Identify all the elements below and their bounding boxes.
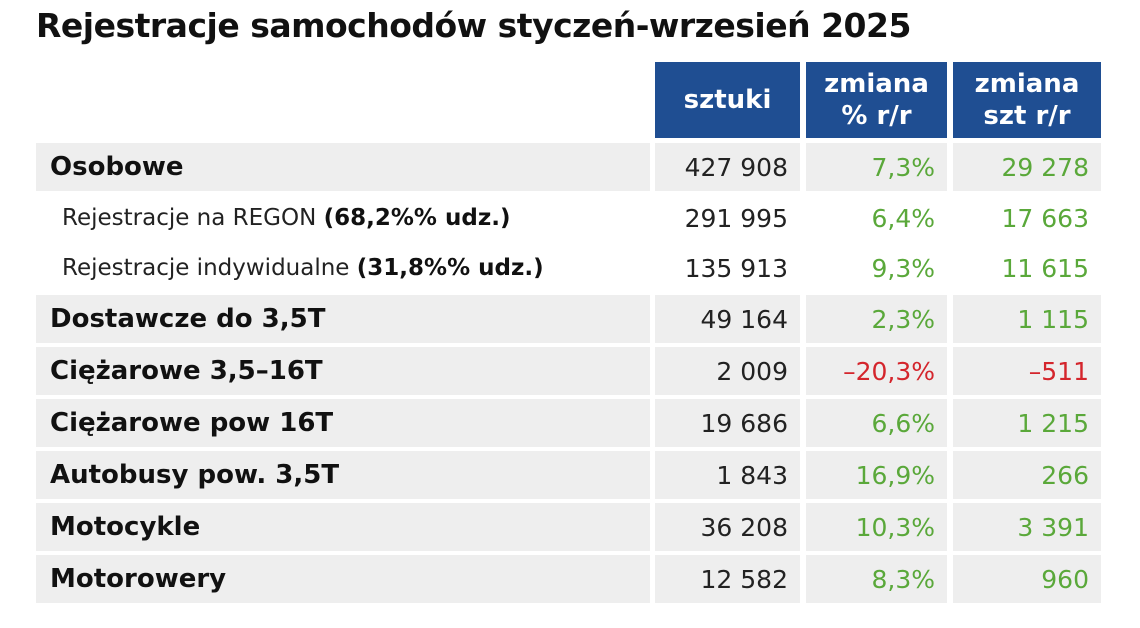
change-cell: 960: [953, 555, 1101, 603]
count-cell: 427 908: [655, 143, 800, 191]
label-text: Dostawcze do 3,5T: [50, 304, 326, 334]
label-text: Ciężarowe 3,5–16T: [50, 356, 323, 386]
change-cell: 11 615: [953, 245, 1101, 291]
label-text: Autobusy pow. 3,5T: [50, 460, 340, 490]
label-share: (68,2%% udz.): [323, 205, 511, 231]
label-share: (31,8%% udz.): [356, 255, 544, 281]
row-label: Rejestracje indywidualne (31,8%% udz.): [36, 245, 650, 291]
count-cell: 135 913: [655, 245, 800, 291]
row-label: Motorowery: [36, 555, 650, 603]
label-text: Osobowe: [50, 152, 184, 182]
column-header: zmiana szt r/r: [953, 62, 1101, 138]
change-cell: 6,4%: [806, 195, 947, 241]
count-cell: 12 582: [655, 555, 800, 603]
change-cell: 10,3%: [806, 503, 947, 551]
count-cell: 49 164: [655, 295, 800, 343]
change-cell: 1 215: [953, 399, 1101, 447]
count-cell: 19 686: [655, 399, 800, 447]
row-label: Ciężarowe pow 16T: [36, 399, 650, 447]
change-cell: 9,3%: [806, 245, 947, 291]
title: Rejestracje samochodów styczeń-wrzesień …: [36, 6, 911, 45]
row-label: Dostawcze do 3,5T: [36, 295, 650, 343]
label-text: Motorowery: [50, 564, 227, 594]
row-label: Motocykle: [36, 503, 650, 551]
change-cell: 16,9%: [806, 451, 947, 499]
count-cell: 1 843: [655, 451, 800, 499]
change-cell: –511: [953, 347, 1101, 395]
column-header: sztuki: [655, 62, 800, 138]
change-cell: 2,3%: [806, 295, 947, 343]
change-cell: 8,3%: [806, 555, 947, 603]
row-label: Rejestracje na REGON (68,2%% udz.): [36, 195, 650, 241]
change-cell: 29 278: [953, 143, 1101, 191]
change-cell: 7,3%: [806, 143, 947, 191]
count-cell: 2 009: [655, 347, 800, 395]
row-label: Ciężarowe 3,5–16T: [36, 347, 650, 395]
change-cell: 17 663: [953, 195, 1101, 241]
label-text: Rejestracje na REGON: [62, 205, 324, 231]
label-text: Ciężarowe pow 16T: [50, 408, 334, 438]
label-text: Rejestracje indywidualne: [62, 255, 357, 281]
change-cell: –20,3%: [806, 347, 947, 395]
change-cell: 1 115: [953, 295, 1101, 343]
change-cell: 3 391: [953, 503, 1101, 551]
count-cell: 291 995: [655, 195, 800, 241]
column-header: zmiana % r/r: [806, 62, 947, 138]
row-label: Autobusy pow. 3,5T: [36, 451, 650, 499]
label-text: Motocykle: [50, 512, 201, 542]
count-cell: 36 208: [655, 503, 800, 551]
change-cell: 6,6%: [806, 399, 947, 447]
change-cell: 266: [953, 451, 1101, 499]
row-label: Osobowe: [36, 143, 650, 191]
